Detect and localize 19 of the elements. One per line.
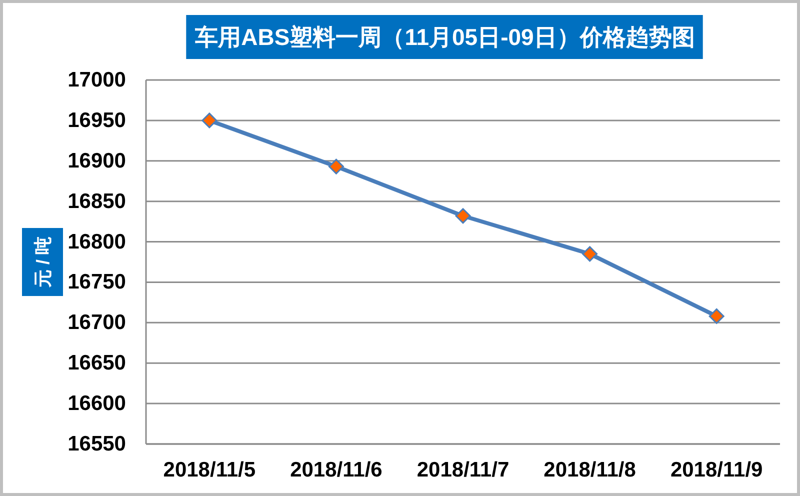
ytick: 16700 xyxy=(68,311,126,334)
xtick: 2018/11/8 xyxy=(544,458,636,482)
ytick: 16550 xyxy=(68,432,126,456)
chart-title: 车用ABS塑料一周（11月05日-09日）价格趋势图 xyxy=(194,24,695,50)
ytick: 16750 xyxy=(68,270,126,294)
y-axis-title: 元 / 吨 xyxy=(33,236,53,289)
ylabel: 元 / 吨 xyxy=(22,228,63,296)
xtick: 2018/11/9 xyxy=(670,458,763,482)
ytick: 16900 xyxy=(68,149,126,172)
xtick: 2018/11/7 xyxy=(416,458,510,482)
xtick: 2018/11/5 xyxy=(163,458,256,482)
xtick: 2018/11/6 xyxy=(290,458,382,482)
ytick: 17000 xyxy=(68,68,126,92)
title: 车用ABS塑料一周（11月05日-09日）价格趋势图 xyxy=(186,15,703,59)
ytick: 16600 xyxy=(68,392,126,416)
ytick: 16850 xyxy=(68,190,126,213)
ytick: 16650 xyxy=(68,352,126,375)
ytick: 16800 xyxy=(68,230,126,254)
ytick: 16950 xyxy=(68,108,126,132)
